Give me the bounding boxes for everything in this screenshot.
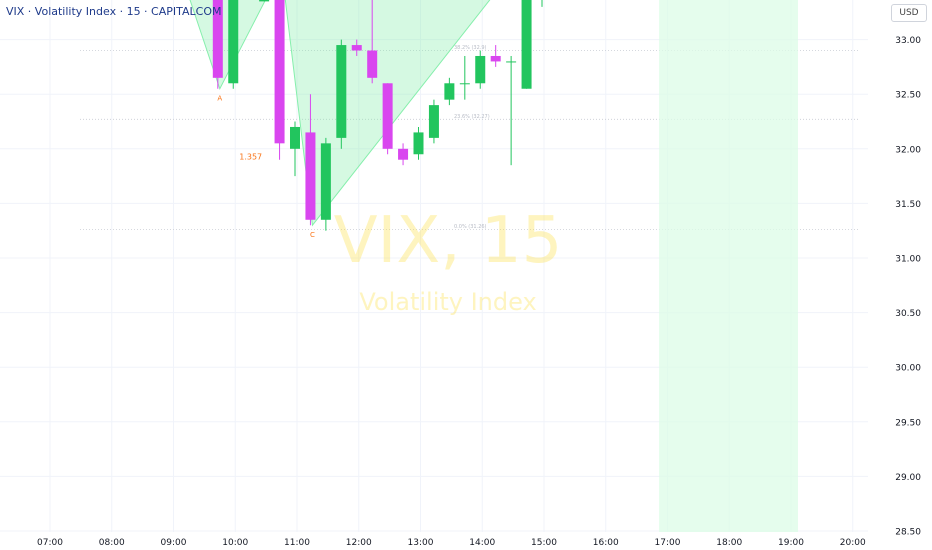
candle-body	[305, 132, 316, 220]
candle-body	[428, 105, 439, 138]
pattern-point-label: A	[217, 95, 222, 103]
fib-level-label: 38.2% (32.9)	[454, 45, 487, 51]
take-profit-zone	[659, 0, 798, 532]
candle-body	[274, 0, 285, 144]
time-tick-label: 11:00	[284, 538, 310, 548]
candle-body	[506, 61, 517, 63]
candle-body	[228, 0, 239, 84]
price-tick-label: 31.00	[895, 255, 921, 265]
candle-body	[382, 83, 393, 149]
price-axis	[868, 0, 932, 550]
candle-body	[290, 126, 300, 149]
price-tick-label: 29.00	[895, 473, 921, 483]
time-tick-label: 14:00	[469, 538, 495, 548]
time-tick-label: 07:00	[37, 538, 63, 548]
price-tick-label: 33.00	[895, 36, 921, 46]
price-tick-label: 29.50	[895, 418, 921, 428]
harmonic-triangle-xab	[189, 0, 266, 91]
chart-title: VIX · Volatility Index · 15 · CAPITALCOM	[6, 5, 222, 18]
time-tick-label: 16:00	[593, 538, 619, 548]
fib-level-label: 0.0% (31.26)	[454, 224, 487, 230]
time-tick-label: 09:00	[161, 538, 187, 548]
watermark-symbol: VIX, 15	[334, 204, 563, 278]
time-tick-label: 20:00	[840, 538, 866, 548]
time-tick-label: 13:00	[408, 538, 434, 548]
candle-body	[521, 0, 532, 89]
candle-body	[475, 55, 486, 84]
candle-body	[259, 0, 270, 2]
price-tick-label: 31.50	[895, 200, 921, 210]
fib-level-label: 23.6% (32.27)	[454, 114, 490, 120]
time-tick-label: 15:00	[531, 538, 557, 548]
candle-body	[320, 143, 331, 220]
price-tick-label: 30.00	[895, 364, 921, 374]
candle-body	[367, 50, 378, 78]
candle-body	[351, 45, 362, 51]
pattern-point-label: C	[310, 231, 315, 239]
price-tick-label: 32.50	[895, 91, 921, 101]
price-tick-label: 32.00	[895, 145, 921, 155]
candle-body	[336, 45, 347, 138]
pattern-ratio-label: 1.357	[239, 153, 262, 162]
time-tick-label: 18:00	[716, 538, 742, 548]
candle-body	[490, 55, 501, 62]
time-tick-label: 19:00	[778, 538, 804, 548]
candle-body	[413, 132, 424, 155]
time-tick-label: 12:00	[346, 538, 372, 548]
time-tick-label: 08:00	[99, 538, 125, 548]
price-tick-label: 30.50	[895, 309, 921, 319]
price-tick-label: 28.50	[895, 528, 921, 538]
time-tick-label: 10:00	[222, 538, 248, 548]
watermark-name: Volatility Index	[359, 288, 536, 316]
time-tick-label: 17:00	[655, 538, 681, 548]
time-axis	[0, 532, 868, 550]
candle-body	[459, 83, 470, 85]
currency-selector[interactable]: USD	[891, 4, 927, 22]
candle-body	[212, 0, 223, 78]
candle-body	[444, 83, 455, 100]
candle-body	[398, 148, 409, 160]
